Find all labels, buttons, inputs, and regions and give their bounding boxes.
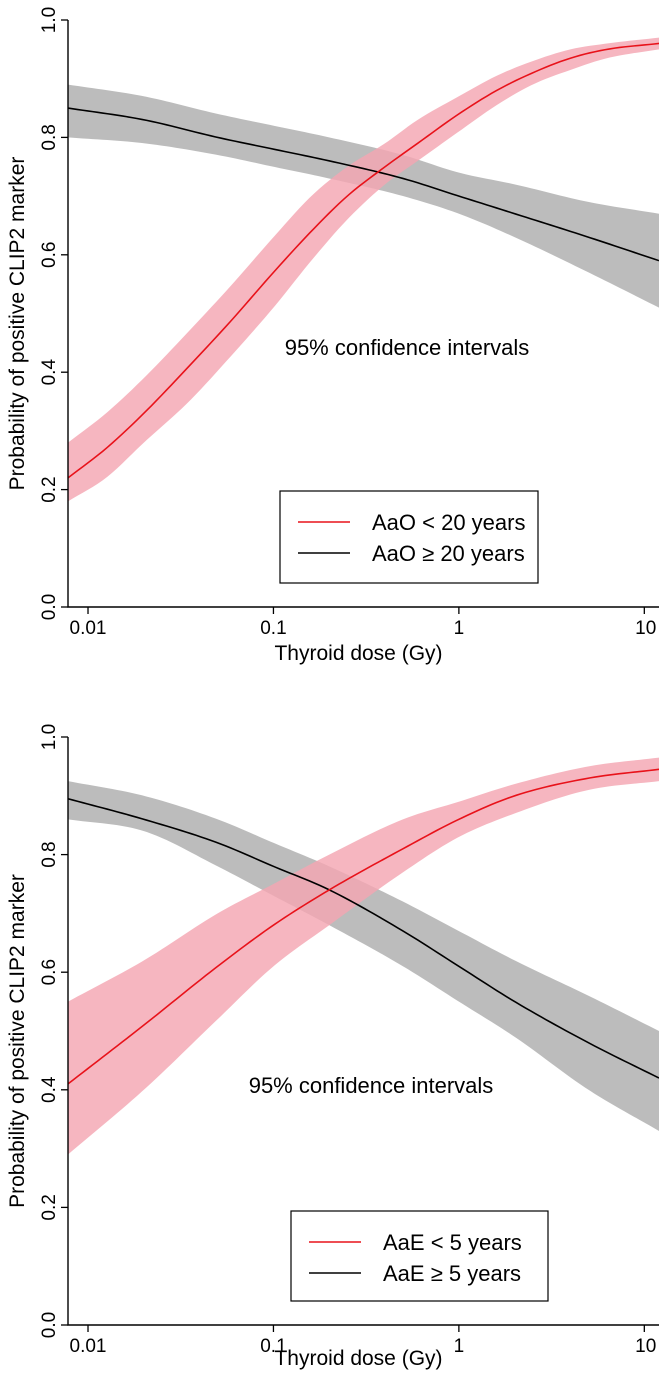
chart-panel-top: 0.01 0.1 1 10 0.0 0.2 0.4 0.6 0.8 1.0 Thyroid do… (6, 7, 659, 665)
x-ticks: 0.01 0.1 1 10 (70, 1325, 656, 1357)
y-axis-label: Probability of positive CLIP2 marker (6, 874, 29, 1208)
legend-entry-series-1: AaO < 20 years (372, 510, 525, 535)
annotation-text: 95% confidence intervals (285, 335, 530, 360)
legend-entry-series-2: AaE ≥ 5 years (383, 1261, 521, 1286)
y-tick-label: 0.6 (39, 959, 60, 985)
series-line-1 (67, 42, 659, 479)
legend-box (279, 490, 539, 584)
y-tick-label: 0.0 (39, 1312, 60, 1338)
legend: AaO < 20 years AaO ≥ 20 years (279, 490, 539, 584)
legend: AaE < 5 years AaE ≥ 5 years (290, 1210, 549, 1302)
y-tick-label: 0.4 (39, 359, 60, 386)
x-ticks: 0.01 0.1 1 10 (70, 607, 656, 639)
series-lines (67, 42, 659, 479)
x-tick-label: 0.1 (260, 618, 286, 639)
confidence-band-series-2 (68, 781, 659, 1131)
x-tick-label: 10 (635, 618, 656, 639)
confidence-band-series-2 (68, 84, 659, 308)
y-tick-label: 0.0 (39, 594, 60, 620)
legend-entry-series-2: AaO ≥ 20 years (372, 541, 525, 566)
confidence-band-series-1 (68, 37, 659, 502)
y-tick-label: 0.8 (39, 124, 60, 150)
y-tick-label: 1.0 (39, 7, 60, 33)
y-tick-label: 0.2 (39, 476, 60, 502)
confidence-bands (68, 37, 659, 502)
annotation-text: 95% confidence intervals (249, 1073, 494, 1098)
x-tick-label: 0.01 (70, 618, 107, 639)
y-axis-label: Probability of positive CLIP2 marker (6, 157, 29, 491)
series-line-1 (67, 768, 659, 1085)
x-tick-label: 10 (635, 1336, 656, 1357)
x-tick-label: 1 (454, 618, 465, 639)
y-tick-label: 0.2 (39, 1194, 60, 1220)
x-tick-label: 1 (454, 1336, 465, 1357)
x-tick-label: 0.01 (70, 1336, 107, 1357)
confidence-band-series-1 (68, 757, 659, 1155)
x-tick-label: 0.1 (260, 1336, 286, 1357)
series-line-2 (67, 107, 659, 262)
x-axis-label: Thyroid dose (Gy) (274, 642, 442, 665)
series-lines (67, 768, 659, 1085)
legend-entry-series-1: AaE < 5 years (383, 1230, 522, 1255)
y-tick-label: 0.6 (39, 242, 60, 268)
y-ticks: 0.0 0.2 0.4 0.6 0.8 1.0 (39, 724, 68, 1338)
chart-panel-bottom: 0.01 0.1 1 10 0.0 0.2 0.4 0.6 0.8 1.0 Thyroid do… (6, 724, 659, 1370)
y-tick-label: 0.4 (39, 1076, 60, 1103)
x-axis-label: Thyroid dose (Gy) (274, 1347, 442, 1370)
legend-box (290, 1210, 549, 1302)
confidence-bands (68, 757, 659, 1155)
y-ticks: 0.0 0.2 0.4 0.6 0.8 1.0 (39, 7, 68, 620)
y-tick-label: 0.8 (39, 841, 60, 867)
series-line-2 (67, 797, 659, 1079)
y-tick-label: 1.0 (39, 724, 60, 750)
